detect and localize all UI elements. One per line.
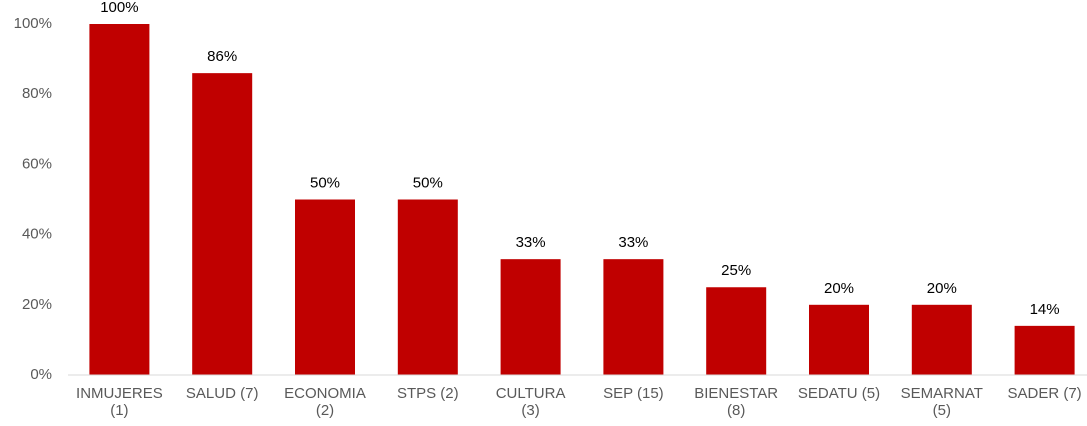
bar <box>192 73 253 375</box>
bar <box>603 259 664 375</box>
bar <box>89 24 150 375</box>
data-label: 25% <box>721 262 751 279</box>
y-tick-label: 40% <box>22 226 52 243</box>
x-tick-label: SEDATU (5) <box>797 385 881 402</box>
bar <box>397 199 458 375</box>
bar <box>295 199 355 375</box>
y-tick-label: 100% <box>14 15 52 32</box>
x-tick-label: BIENESTAR (8) <box>694 385 779 419</box>
x-tick-label: STPS (2) <box>396 385 459 402</box>
bar <box>809 304 869 375</box>
bar <box>1014 325 1075 375</box>
bar <box>706 287 767 375</box>
data-label: 20% <box>824 280 854 297</box>
y-tick-label: 0% <box>30 366 52 383</box>
data-label: 33% <box>516 234 546 251</box>
data-label: 50% <box>310 174 340 191</box>
x-tick-label: SADER (7) <box>1007 385 1082 402</box>
y-tick-label: 80% <box>22 85 52 102</box>
data-label: 33% <box>618 234 648 251</box>
y-tick-label: 20% <box>22 296 52 313</box>
x-tick-label: ECONOMIA (2) <box>284 385 366 419</box>
data-label: 14% <box>1030 301 1060 318</box>
data-label: 20% <box>927 280 957 297</box>
data-label: 50% <box>413 174 443 191</box>
data-label: 86% <box>207 48 237 65</box>
x-tick-label: SEP (15) <box>603 385 664 402</box>
x-tick-label: INMUJERES (1) <box>76 385 163 419</box>
data-label: 100% <box>100 0 138 16</box>
y-tick-label: 60% <box>22 155 52 172</box>
x-tick-label: SEMARNAT (5) <box>900 385 983 419</box>
bar <box>500 259 561 375</box>
bar <box>911 304 972 375</box>
x-tick-label: CULTURA (3) <box>495 385 566 419</box>
x-tick-label: SALUD (7) <box>185 385 259 402</box>
